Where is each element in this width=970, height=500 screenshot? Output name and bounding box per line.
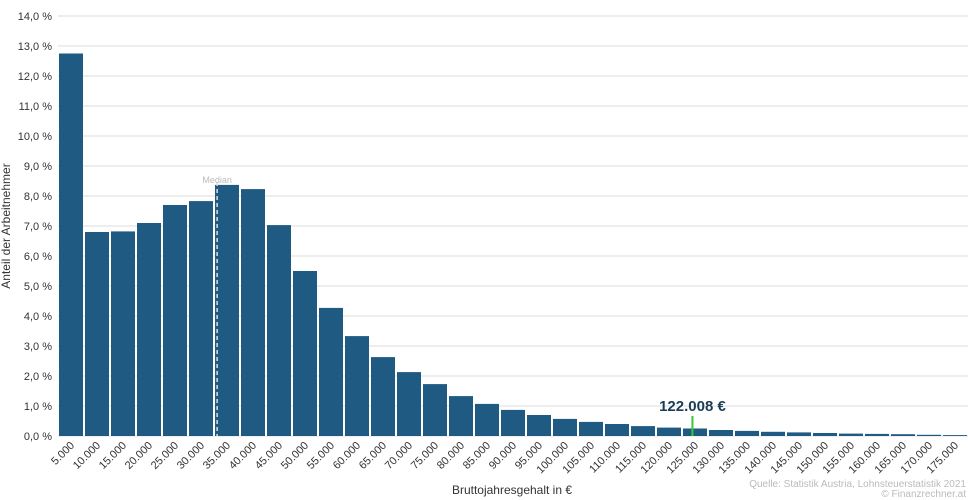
bar (85, 232, 109, 436)
bar (111, 231, 135, 436)
x-tick-label: 55.000 (305, 440, 337, 472)
bar (267, 225, 291, 436)
bar (59, 53, 83, 436)
source: Quelle: Statistik Austria, Lohnsteuersta… (749, 479, 966, 490)
x-tick-label: 90.000 (487, 440, 519, 472)
y-tick-label: 3,0 % (24, 341, 52, 353)
x-tick-label: 35.000 (201, 440, 233, 472)
x-tick-label: 70.000 (383, 440, 415, 472)
highlight-label: 122.008 € (659, 398, 726, 415)
median-label: Median (202, 175, 232, 185)
y-tick-label: 10,0 % (18, 131, 52, 143)
bar (735, 430, 759, 436)
y-tick-label: 0,0 % (24, 431, 52, 443)
y-tick-label: 13,0 % (18, 41, 52, 53)
bar (293, 271, 317, 436)
bar (553, 418, 577, 436)
credit: © Finanzrechner.at (881, 489, 966, 500)
bar (215, 184, 239, 436)
x-tick-label: 75.000 (409, 440, 441, 472)
y-tick-label: 1,0 % (24, 401, 52, 413)
bar (163, 205, 187, 436)
y-tick-label: 4,0 % (24, 311, 52, 323)
y-tick-label: 12,0 % (18, 71, 52, 83)
bar (501, 409, 525, 436)
x-tick-label: 80.000 (435, 440, 467, 472)
bar (943, 435, 967, 436)
bar (137, 223, 161, 436)
x-tick-label: 40.000 (227, 440, 259, 472)
y-axis-label: Anteil der Arbeitnehmer (0, 163, 13, 288)
y-tick-label: 2,0 % (24, 371, 52, 383)
bar (761, 431, 785, 436)
bar (527, 415, 551, 436)
bar (917, 434, 941, 436)
bar (683, 428, 707, 436)
x-tick-label: 60.000 (331, 440, 363, 472)
bar (787, 432, 811, 436)
x-tick-label: 30.000 (175, 440, 207, 472)
y-tick-label: 5,0 % (24, 281, 52, 293)
bar (657, 427, 681, 436)
bar (475, 403, 499, 436)
bar (839, 433, 863, 436)
bar (371, 357, 395, 436)
x-tick-label: 10.000 (71, 440, 103, 472)
x-axis-label: Bruttojahresgehalt in € (452, 483, 572, 497)
y-tick-label: 14,0 % (18, 11, 52, 23)
x-tick-label: 20.000 (123, 440, 155, 472)
bar (813, 433, 837, 436)
bar (449, 396, 473, 436)
bar (397, 372, 421, 436)
y-tick-label: 8,0 % (24, 191, 52, 203)
bar (579, 421, 603, 436)
bar (709, 430, 733, 436)
bar (891, 434, 915, 436)
bar (631, 426, 655, 436)
x-tick-label: 45.000 (253, 440, 285, 472)
bar (605, 424, 629, 436)
x-tick-label: 65.000 (357, 440, 389, 472)
y-tick-label: 7,0 % (24, 221, 52, 233)
x-tick-label: 25.000 (149, 440, 181, 472)
x-tick-label: 15.000 (97, 440, 129, 472)
bar (345, 336, 369, 436)
y-tick-label: 6,0 % (24, 251, 52, 263)
bar (865, 433, 889, 436)
bar (423, 384, 447, 436)
bar (319, 307, 343, 436)
bar (241, 189, 265, 436)
y-tick-label: 9,0 % (24, 161, 52, 173)
x-tick-label: 50.000 (279, 440, 311, 472)
bar (189, 201, 213, 436)
y-tick-label: 11,0 % (19, 101, 53, 113)
x-tick-label: 85.000 (461, 440, 493, 472)
